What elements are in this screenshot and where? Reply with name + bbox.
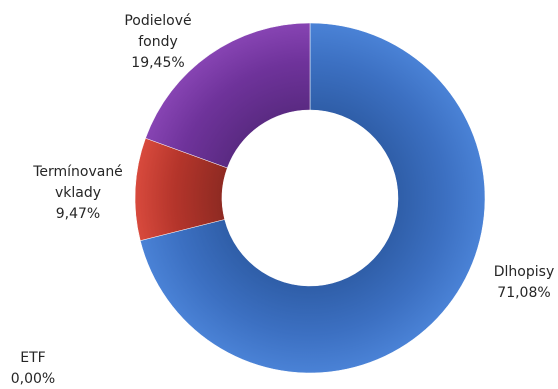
label-terminovane-line1: Termínované xyxy=(32,164,123,180)
label-terminovane-value: 9,47% xyxy=(56,206,100,222)
slice-podielov-fondy xyxy=(145,22,311,169)
label-etf-name: ETF xyxy=(20,350,45,366)
label-podielove-line2: fondy xyxy=(138,34,178,50)
label-dhlopisy-value: 71,08% xyxy=(497,285,550,301)
label-podielove: Podielové fondy 19,45% xyxy=(124,13,191,71)
label-terminovane-line2: vklady xyxy=(55,185,101,201)
label-dhlopisy-name: Dlhopisy xyxy=(494,264,554,280)
label-dhlopisy: Dlhopisy 71,08% xyxy=(494,264,554,301)
label-podielove-value: 19,45% xyxy=(131,55,184,71)
label-podielove-line1: Podielové xyxy=(124,13,191,29)
slice-dhlopisy xyxy=(139,22,486,374)
label-etf-value: 0,00% xyxy=(11,371,55,387)
donut-slices xyxy=(134,22,486,374)
label-terminovane: Termínované vklady 9,47% xyxy=(32,164,123,222)
label-etf: ETF 0,00% xyxy=(11,350,55,387)
